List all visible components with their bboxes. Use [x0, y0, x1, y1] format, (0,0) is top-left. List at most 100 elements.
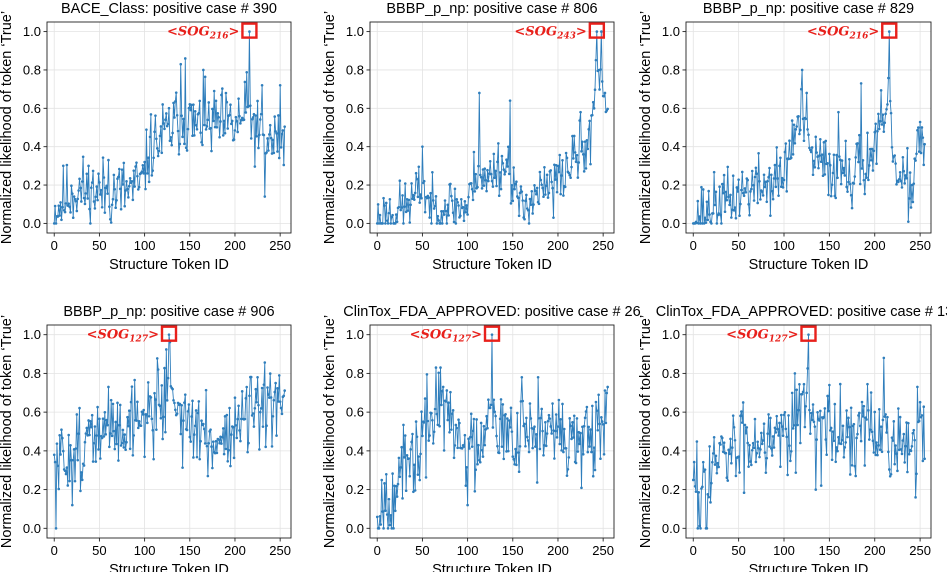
data-point — [91, 460, 95, 463]
data-point — [458, 421, 461, 425]
data-point — [886, 103, 889, 106]
data-point — [739, 202, 742, 206]
data-point — [923, 457, 926, 461]
data-point — [524, 199, 527, 203]
data-point — [907, 452, 911, 456]
data-point — [748, 443, 751, 447]
data-point — [422, 421, 426, 424]
data-point — [709, 501, 712, 504]
data-point — [747, 202, 750, 206]
data-point — [428, 434, 431, 437]
y-tick-label: 1.0 — [346, 24, 364, 39]
data-point — [732, 209, 736, 212]
data-point — [191, 399, 194, 403]
data-point — [598, 88, 601, 91]
data-point — [898, 170, 902, 174]
data-point — [128, 177, 132, 180]
data-point — [179, 62, 183, 66]
data-point — [728, 203, 731, 207]
data-point — [584, 410, 588, 413]
data-point — [476, 185, 479, 189]
data-point — [253, 407, 257, 410]
data-point — [802, 382, 806, 386]
data-point — [437, 219, 440, 222]
data-point — [475, 418, 478, 421]
data-point — [696, 527, 700, 530]
data-point — [738, 471, 741, 474]
data-point — [777, 194, 780, 197]
data-point — [103, 211, 107, 214]
data-point — [76, 458, 80, 462]
data-point — [256, 375, 259, 379]
data-point — [416, 473, 420, 476]
data-point — [192, 456, 195, 459]
data-point — [117, 423, 121, 427]
plot-frame — [685, 21, 932, 234]
data-point — [796, 423, 799, 427]
x-tick-label: 250 — [269, 543, 291, 558]
plot-frame — [369, 21, 615, 234]
data-point — [469, 435, 472, 439]
highlight-annotation: <SOG216> — [807, 25, 879, 42]
data-point — [797, 408, 800, 412]
x-tick-label: 0 — [690, 543, 697, 558]
data-point — [278, 400, 282, 403]
data-point — [205, 125, 209, 128]
data-point — [386, 527, 390, 530]
data-point — [451, 211, 455, 215]
data-point — [231, 425, 235, 429]
data-point — [692, 460, 696, 464]
data-point — [267, 149, 270, 152]
data-point — [881, 113, 885, 117]
data-point — [275, 132, 278, 135]
data-point — [888, 474, 892, 478]
data-point — [529, 417, 533, 420]
data-point — [891, 160, 895, 163]
data-point — [119, 207, 123, 211]
data-point — [879, 89, 883, 92]
series-line — [53, 31, 286, 224]
data-point — [182, 117, 185, 121]
data-point — [78, 406, 81, 410]
data-point — [523, 217, 526, 221]
data-point — [277, 114, 280, 117]
data-point — [485, 414, 488, 418]
data-point — [146, 421, 149, 425]
data-point — [847, 416, 850, 420]
data-point — [117, 175, 120, 179]
data-point — [476, 462, 479, 466]
data-point — [276, 387, 279, 390]
data-point — [772, 446, 776, 449]
data-point — [217, 438, 221, 441]
x-tick-label: 200 — [547, 543, 569, 558]
data-point — [450, 428, 453, 431]
data-point — [133, 378, 136, 382]
highlight-box — [241, 22, 258, 39]
data-point — [884, 413, 887, 416]
data-point — [769, 416, 772, 420]
x-tick-label: 50 — [92, 543, 106, 558]
data-point — [94, 195, 98, 199]
x-tick-label: 150 — [819, 543, 841, 558]
y-tick-label: 0.8 — [23, 366, 41, 381]
data-point — [594, 58, 598, 62]
x-tick-label: 100 — [134, 238, 156, 253]
data-point — [153, 130, 156, 134]
data-point — [551, 186, 554, 190]
data-point — [869, 158, 873, 162]
data-point — [732, 425, 736, 429]
data-point — [74, 199, 78, 203]
data-point — [478, 173, 482, 177]
highlight-box — [800, 325, 817, 342]
data-point — [757, 151, 760, 155]
data-point — [435, 222, 439, 225]
data-point — [147, 180, 151, 184]
data-point — [726, 479, 730, 482]
data-point — [431, 199, 435, 202]
data-point — [473, 190, 477, 193]
data-point — [850, 206, 854, 210]
data-point — [153, 391, 156, 395]
data-point — [159, 125, 163, 128]
data-point — [432, 207, 436, 210]
data-point — [829, 194, 833, 198]
